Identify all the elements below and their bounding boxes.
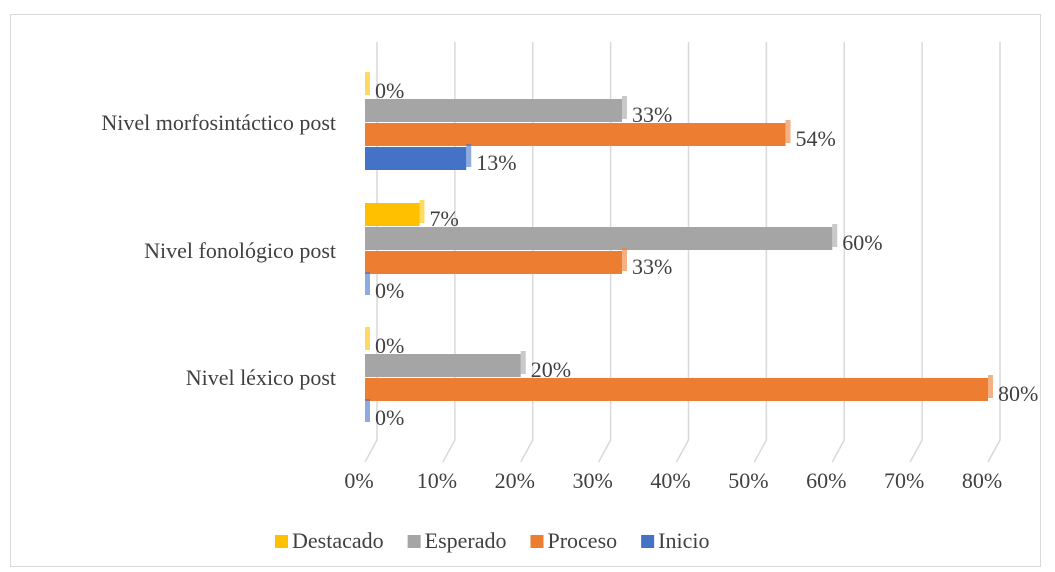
bar (365, 378, 988, 401)
data-label: 0% (375, 333, 404, 358)
grid-line (987, 42, 1001, 463)
bar-side (365, 399, 370, 422)
data-label: 80% (998, 381, 1038, 406)
bar-side (621, 96, 627, 119)
bar-side (832, 224, 838, 247)
grid-line (753, 42, 768, 463)
bar-side (520, 351, 526, 374)
data-label: 13% (476, 150, 516, 175)
bar (365, 227, 833, 250)
x-tick-label: 0% (344, 468, 373, 493)
grid-line (831, 42, 845, 463)
bar-side (419, 200, 425, 223)
x-tick-label: 70% (884, 468, 924, 493)
x-tick-label: 30% (572, 468, 612, 493)
bar-side (621, 248, 627, 271)
x-tick-label: 40% (650, 468, 690, 493)
bar-side (365, 272, 370, 295)
legend: Destacado Esperado Proceso Inicio (275, 528, 709, 553)
legend-label: Inicio (658, 528, 709, 553)
x-tick-label: 20% (495, 468, 535, 493)
data-label: 33% (632, 102, 672, 127)
legend-swatch (530, 535, 544, 548)
data-label: 7% (430, 206, 459, 231)
data-label: 20% (531, 357, 571, 382)
bar (365, 123, 786, 146)
legend-label: Proceso (547, 528, 617, 553)
y-tick-label: Nivel morfosintáctico post (101, 110, 336, 135)
data-label: 0% (375, 78, 404, 103)
x-tick-label: 80% (962, 468, 1002, 493)
legend-label: Esperado (425, 528, 507, 553)
data-label: 60% (842, 230, 882, 255)
grid-line (364, 42, 378, 463)
legend-label: Destacado (292, 528, 384, 553)
x-tick-label: 10% (417, 468, 457, 493)
legend-swatch (641, 535, 655, 548)
x-tick-label: 50% (728, 468, 768, 493)
bar-side (365, 72, 370, 95)
grid-line (597, 42, 612, 463)
grid-line (520, 42, 534, 463)
bar-side (988, 375, 993, 398)
y-tick-label: Nivel léxico post (186, 365, 336, 390)
bar-side (785, 120, 791, 143)
data-label: 54% (796, 126, 836, 151)
bar (365, 203, 420, 226)
x-tick-label: 60% (806, 468, 846, 493)
data-label: 0% (375, 278, 404, 303)
y-tick-label: Nivel fonológico post (144, 238, 336, 263)
bar-side (365, 327, 370, 350)
bar (365, 147, 467, 170)
bar-side (466, 144, 472, 167)
bar (365, 354, 521, 377)
data-label: 0% (375, 405, 404, 430)
bar (365, 99, 622, 122)
grid-line (909, 42, 923, 463)
chart-border (10, 14, 1041, 567)
grid-line (675, 42, 690, 463)
data-label: 33% (632, 254, 672, 279)
legend-swatch (275, 535, 288, 548)
grid-line (442, 42, 456, 463)
bar (365, 251, 622, 274)
legend-swatch (407, 535, 421, 548)
